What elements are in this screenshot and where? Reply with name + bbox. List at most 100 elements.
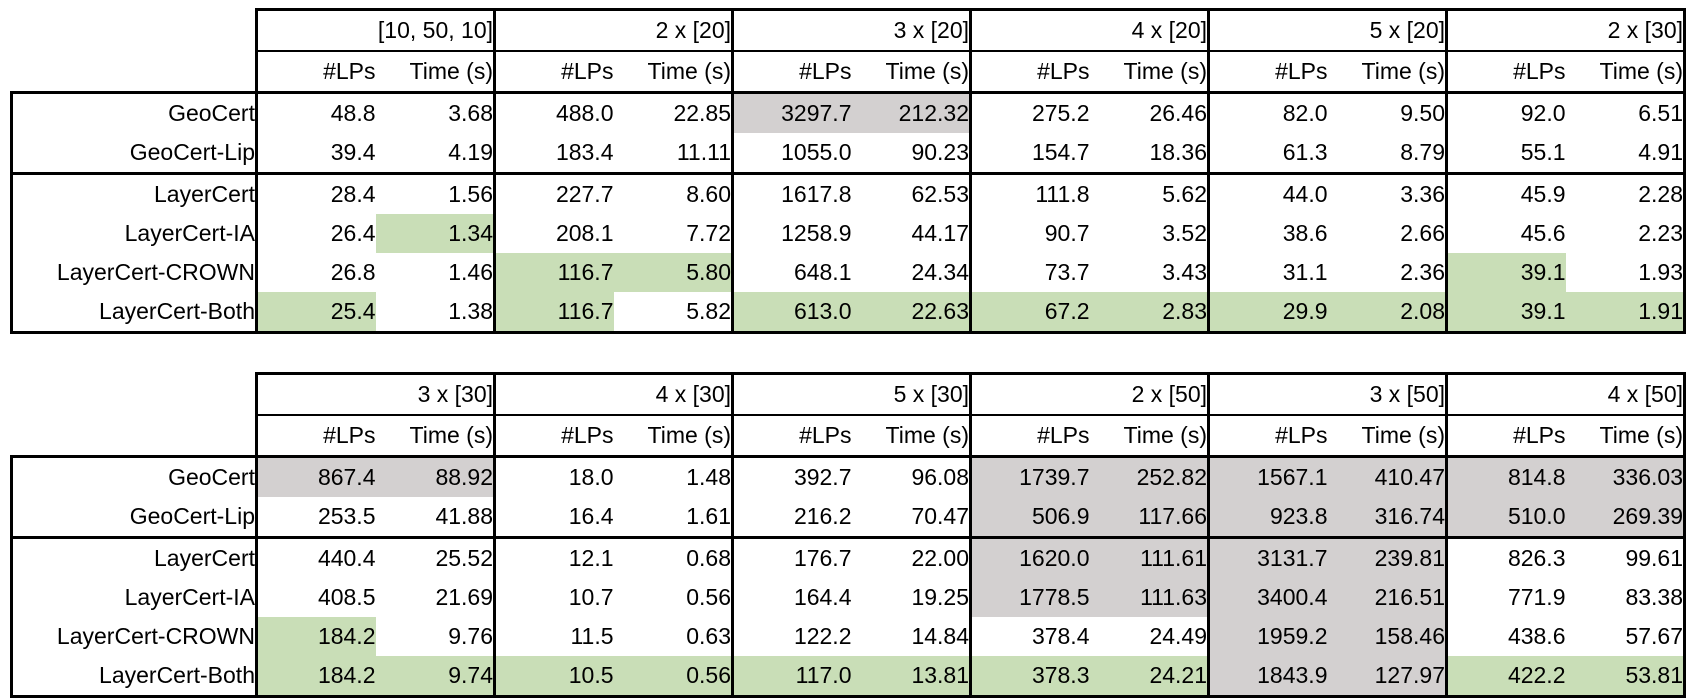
time-value: 158.46 [1327,617,1447,656]
lps-value: 116.7 [493,292,614,334]
lps-value: 1258.9 [731,214,852,253]
time-value: 2.28 [1565,172,1686,214]
col-header-time: Time (s) [1565,51,1686,94]
time-value: 24.34 [911,259,969,285]
lps-value: 82.0 [1207,91,1328,133]
col-header-lps: #LPs [731,51,852,94]
time-value: 4.91 [1565,133,1686,174]
time-value: 5.80 [613,253,733,292]
lps-value: 11.5 [493,617,614,656]
lps-value: 227.7 [493,172,614,214]
time-value: 3.52 [1162,220,1207,246]
group-header: 2 x [50] [969,372,1209,416]
lps-value: 923.8 [1207,497,1328,538]
lps-value: 16.4 [493,497,614,538]
time-value: 99.61 [1565,536,1686,578]
lps-value: 3297.7 [731,91,852,133]
table-row: LayerCert-CROWN 26.8 1.46 116.7 5.80 648.1 24.… [10,253,1686,292]
col-header-lps: #LPs [1207,51,1328,94]
lps-value: 1055.0 [731,133,852,174]
time-value: 9.76 [448,623,493,649]
time-value: 57.67 [1565,617,1686,656]
time-value: 0.56 [613,656,733,698]
lps-value: 12.1 [493,536,614,578]
table-row: GeoCert-Lip 253.5 41.88 16.4 1.61 216.2 70.47 5… [10,497,1686,538]
time-value: 24.49 [1149,623,1207,649]
time-value: 410.47 [1327,455,1447,497]
row-label: LayerCert-IA [10,578,257,617]
col-header-time: Time (s) [613,51,733,94]
time-value: 25.52 [375,536,495,578]
table-row: GeoCert 48.8 3.68 488.0 22.85 3297.7 212.32 275… [10,91,1686,133]
lps-value: 438.6 [1445,617,1566,656]
lps-value: 90.7 [969,214,1090,253]
time-value: 111.63 [1089,578,1209,617]
group-header: 2 x [30] [1445,8,1686,52]
lps-value: 208.1 [493,214,614,253]
corner-spacer [11,415,257,457]
lps-value: 1843.9 [1207,656,1328,698]
corner-spacer [11,373,257,415]
lps-value: 1567.1 [1207,455,1328,497]
lps-value: 613.0 [731,292,852,334]
time-value: 90.23 [911,139,969,165]
lps-value: 48.8 [255,91,376,133]
row-label: LayerCert-CROWN [10,253,257,292]
lps-value: 184.2 [255,617,376,656]
lps-value: 510.0 [1445,497,1566,538]
lps-value: 73.7 [969,253,1090,292]
col-header-lps: #LPs [731,415,852,458]
col-header-lps: #LPs [1445,51,1566,94]
time-value: 2.23 [1565,214,1686,253]
time-value: 83.38 [1565,578,1686,617]
table-gap [10,334,1693,372]
time-value: 0.63 [686,623,731,649]
lps-value: 1617.8 [731,172,852,214]
time-value: 3.36 [1327,172,1447,214]
time-value: 96.08 [851,455,971,497]
lps-value: 3131.7 [1207,536,1328,578]
time-value: 62.53 [851,172,971,214]
time-value: 26.46 [1089,91,1209,133]
results-table-bottom: 3 x [30] 4 x [30] 5 x [30] 2 x [50] 3 x [50]… [10,372,1686,698]
col-header-lps: #LPs [493,415,614,458]
lps-value: 1620.0 [969,536,1090,578]
lps-value: 216.2 [731,497,852,538]
lps-value: 506.9 [969,497,1090,538]
col-header-lps: #LPs [493,51,614,94]
lps-value: 422.2 [1445,656,1566,698]
lps-value: 29.9 [1207,292,1328,334]
time-value: 8.60 [613,172,733,214]
lps-value: 92.0 [1445,91,1566,133]
time-value: 2.66 [1400,220,1445,246]
lps-value: 25.4 [255,292,376,334]
lps-value: 10.7 [493,578,614,617]
subheader-row: #LPs Time (s) #LPs Time (s) #LPs Time (s) #LPs… [11,415,1686,458]
time-value: 13.81 [851,656,971,698]
time-value: 212.32 [851,91,971,133]
group-header-row: [10, 50, 10] 2 x [20] 3 x [20] 4 x [20] 5 x … [11,8,1686,52]
group-header-row: 3 x [30] 4 x [30] 5 x [30] 2 x [50] 3 x [50]… [11,372,1686,416]
table-row: LayerCert-IA 26.4 1.34 208.1 7.72 1258.9 44.17… [10,214,1686,253]
time-value: 1.34 [375,214,495,253]
table-row: LayerCert-CROWN 184.2 9.76 11.5 0.63 122.2 14.… [10,617,1686,656]
time-value: 269.39 [1565,497,1686,538]
lps-value: 488.0 [493,91,614,133]
row-label: GeoCert-Lip [10,133,257,174]
lps-value: 31.1 [1207,253,1328,292]
lps-value: 117.0 [731,656,852,698]
time-value: 5.82 [613,292,733,334]
col-header-time: Time (s) [851,415,971,458]
table-row: GeoCert-Lip 39.4 4.19 183.4 11.11 1055.0 90.23… [10,133,1686,174]
group-header: [10, 50, 10] [255,8,495,52]
lps-value: 1739.7 [969,455,1090,497]
time-value: 316.74 [1327,497,1447,538]
row-label: LayerCert-Both [10,656,257,698]
row-label: GeoCert [10,91,257,133]
lps-value: 39.4 [255,133,376,174]
lps-value: 18.0 [493,455,614,497]
lps-value: 253.5 [255,497,376,538]
time-value: 1.46 [448,259,493,285]
time-value: 19.25 [911,584,969,610]
